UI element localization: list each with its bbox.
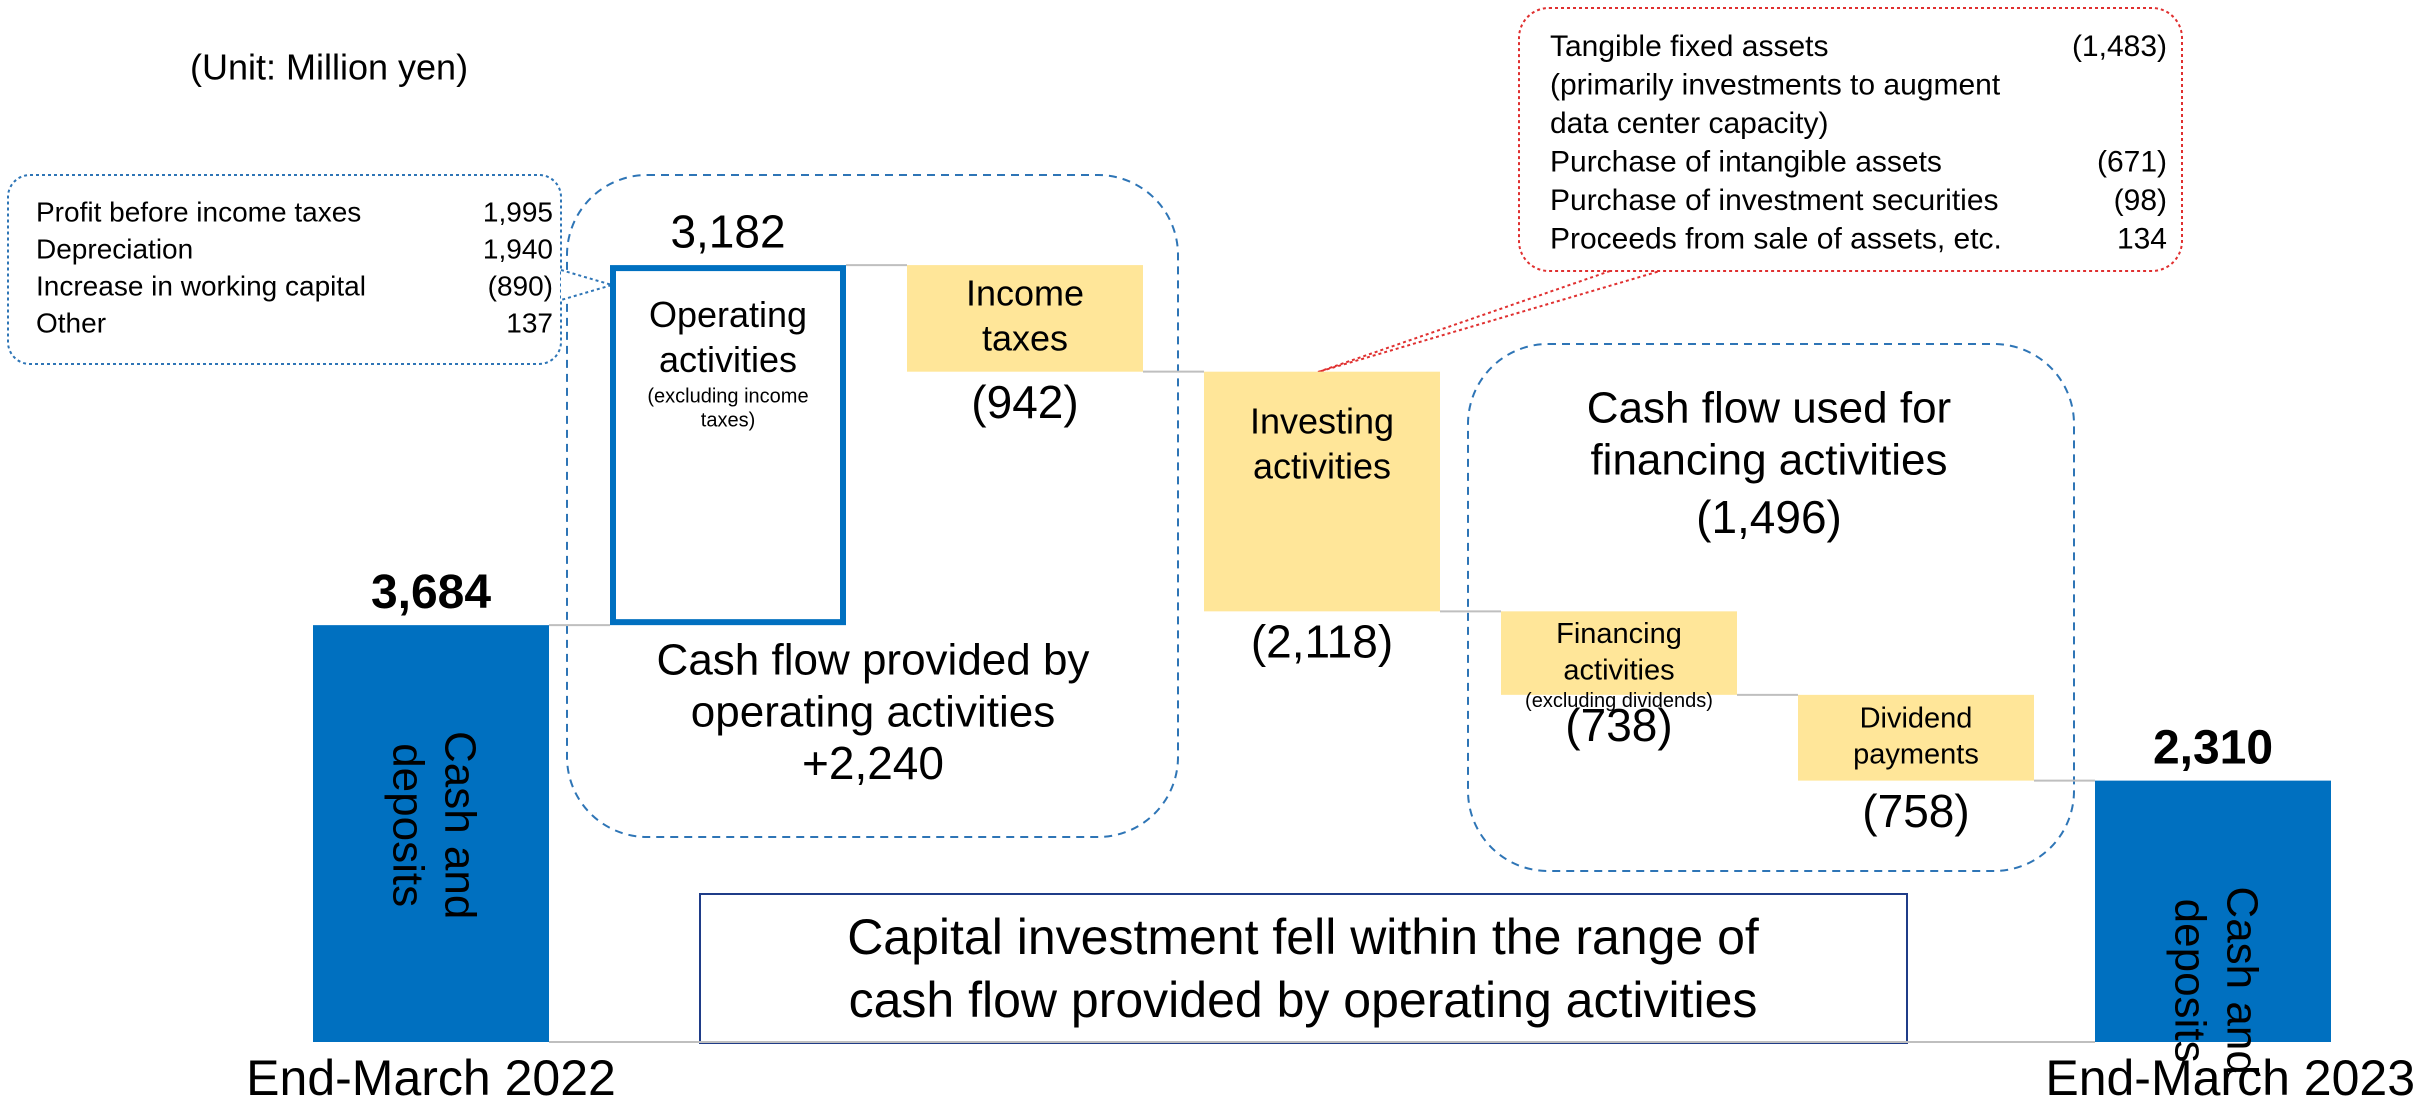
group-total: +2,240 [802,737,944,789]
callout-value: 134 [2117,222,2167,255]
value-label: (942) [971,376,1078,428]
bar-label: taxes [982,317,1068,358]
callout-label: data center capacity) [1550,107,1828,140]
bar [1204,371,1440,612]
bar-label: activities [1253,446,1391,487]
bar-label: Dividend [1860,702,1973,734]
callout-label: Proceeds from sale of assets, etc. [1550,222,2002,255]
bar-label: Income [966,272,1084,313]
callout-value: (98) [2114,184,2167,217]
unit-note: (Unit: Million yen) [190,47,468,88]
callout-value: (671) [2097,145,2167,178]
callout-box [1518,7,2183,272]
bar-label: Investing [1250,401,1394,442]
callout-label: Purchase of investment securities [1550,184,1999,217]
group-label: Cash flow used for [1587,384,1951,433]
callout-box [7,174,562,365]
group-label: operating activities [691,688,1055,737]
callout-pointer [560,269,616,301]
bar-label: activities [1563,654,1674,686]
value-label: 3,182 [670,205,785,257]
callout-value: (890) [488,270,553,301]
callout-label: Depreciation [36,233,193,264]
callout-pointer [1317,270,1661,373]
bar-note: taxes) [701,409,755,431]
callout-value: 1,995 [483,196,553,227]
callout-value: 1,940 [483,233,553,264]
bar-label: activities [659,339,797,380]
callout-label: Purchase of intangible assets [1550,145,1942,178]
bar [1798,694,2034,781]
value-label: 2,310 [2153,721,2273,774]
message-text: Capital investment fell within the range… [847,909,1759,965]
x-category-label: End-March 2023 [2045,1050,2415,1106]
value-label: 3,684 [371,566,491,619]
bar [313,625,549,1042]
bar-label: deposits [383,743,432,907]
bar [610,265,846,626]
bar-label: Operating [649,294,807,335]
callout-label: Tangible fixed assets [1550,30,1829,63]
callout-value: 137 [506,307,553,338]
value-label: (738) [1565,699,1672,751]
bar-label: payments [1853,739,1979,771]
bar [2095,780,2331,1042]
bar-label: deposits [2165,899,2214,1063]
message-text: cash flow provided by operating activiti… [849,972,1758,1028]
bar-note: (excluding dividends) [1525,690,1713,712]
bar-label: Cash and [435,731,484,919]
bar [907,265,1143,372]
callout-label: Increase in working capital [36,270,366,301]
bar-label: Cash and [2217,886,2266,1074]
group-box [566,174,1179,838]
bar-note: (excluding income [647,385,808,407]
bar [1501,611,1737,695]
bar-label: Financing [1556,618,1682,650]
x-category-label: End-March 2022 [246,1050,616,1106]
group-total: (1,496) [1696,491,1842,543]
callout-label: (primarily investments to augment [1550,68,2001,101]
value-label: (2,118) [1251,615,1393,667]
value-label: (758) [1862,785,1969,837]
message-box [699,893,1908,1044]
callout-label: Profit before income taxes [36,196,361,227]
callout-value: (1,483) [2072,30,2167,63]
callout-label: Other [36,307,106,338]
group-label: financing activities [1590,436,1947,485]
group-label: Cash flow provided by [657,636,1090,685]
